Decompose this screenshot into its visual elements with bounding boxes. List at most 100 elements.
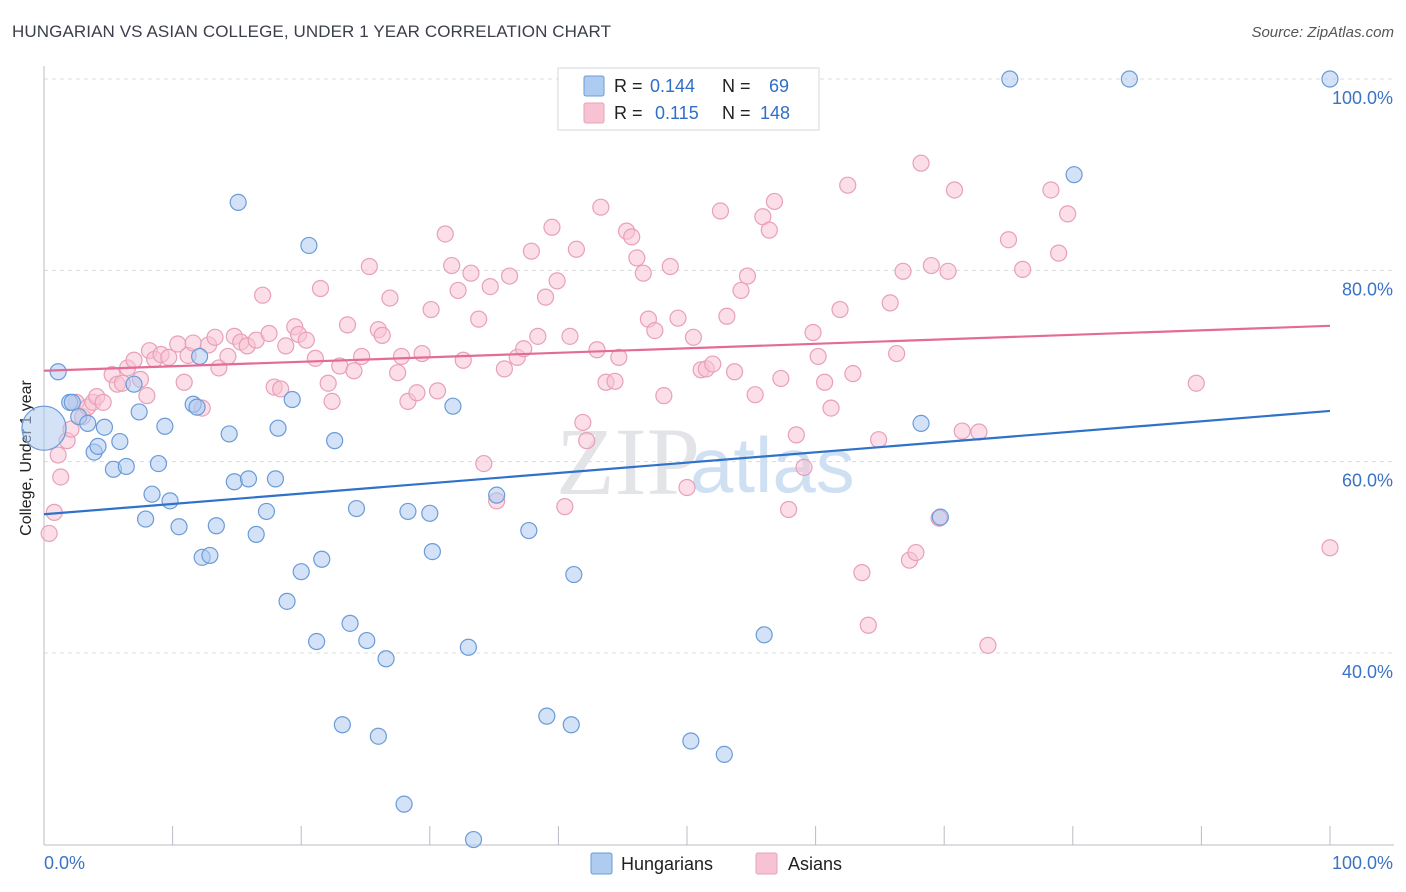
point-hungarians-18 [161,492,179,510]
point-hungarians-56 [538,707,556,725]
point-hungarians-17 [156,417,174,435]
point-hungarians-60 [715,745,733,764]
stats-r-label-asians: R = [614,103,643,123]
point-asians-134 [922,256,940,275]
point-hungarians-26 [220,425,238,443]
stats-n-label-asians: N = [722,103,751,123]
point-asians-24 [175,373,193,391]
point-asians-121 [822,399,840,417]
point-asians-61 [422,300,440,319]
point-asians-92 [623,228,641,246]
point-asians-70 [481,277,499,296]
point-asians-57 [392,347,411,366]
point-asians-37 [260,324,278,343]
source-label: Source: ZipAtlas.com [1251,24,1394,41]
series-asians-points [40,154,1339,654]
point-asians-132 [907,543,925,562]
point-asians-101 [684,328,703,346]
point-hungarians-54 [488,486,506,504]
point-asians-54 [373,326,391,344]
stats-n-value-asians: 148 [760,103,790,123]
point-hungarians-13 [130,403,148,421]
point-hungarians-35 [283,390,301,409]
point-asians-65 [449,281,467,300]
stats-swatch-hungarians [583,75,605,97]
point-hungarians-10 [111,432,129,451]
point-hungarians-53 [464,830,483,849]
point-hungarians-31 [257,502,276,521]
point-asians-137 [945,181,964,199]
point-asians-133 [912,154,930,172]
point-hungarians-14 [136,510,155,528]
legend-swatch-hungarians[interactable] [590,852,613,875]
point-hungarians-42 [341,614,359,632]
y-tick-label-0: 40.0% [1342,662,1393,682]
point-asians-112 [760,221,778,239]
point-asians-144 [1050,244,1068,262]
point-asians-72 [495,360,513,378]
point-asians-97 [655,387,673,405]
watermark: ZIP atlas [556,408,855,515]
point-asians-56 [389,364,407,382]
point-asians-140 [979,636,997,654]
stats-swatch-asians [583,102,605,124]
point-asians-55 [381,289,399,307]
point-hungarians-16 [149,454,168,473]
point-asians-90 [610,348,628,366]
point-hungarians-59 [682,732,700,750]
point-hungarians-47 [395,795,413,813]
legend-label-asians[interactable]: Asians [788,854,842,874]
point-asians-99 [669,309,687,327]
point-hungarians-27 [225,473,243,491]
point-asians-66 [454,351,472,369]
point-asians-115 [779,500,798,519]
point-hungarians-5 [79,414,97,432]
series-hungarians-points [21,70,1339,849]
point-asians-143 [1042,181,1060,199]
point-asians-79 [543,218,561,236]
point-hungarians-51 [444,397,462,415]
point-hungarians-67 [1321,70,1339,88]
point-hungarians-66 [1120,70,1138,88]
point-hungarians-34 [278,592,296,610]
legend-swatch-asians[interactable] [755,852,778,875]
point-asians-2 [49,446,67,464]
point-asians-59 [408,384,426,402]
point-asians-76 [522,242,540,260]
point-hungarians-25 [207,517,225,535]
y-tick-label-3: 100.0% [1332,88,1393,108]
point-asians-125 [853,564,871,582]
point-asians-96 [646,322,664,340]
point-hungarians-55 [520,521,538,540]
point-asians-129 [888,344,906,363]
point-asians-63 [436,225,454,243]
point-asians-87 [592,198,610,216]
point-hungarians-33 [269,419,287,437]
point-asians-67 [462,264,480,282]
point-asians-126 [859,616,877,634]
point-asians-136 [939,262,957,280]
point-asians-81 [556,498,574,516]
point-asians-145 [1059,205,1077,223]
point-asians-43 [297,331,315,349]
point-asians-29 [206,328,224,346]
point-asians-107 [725,363,744,381]
chart-title: HUNGARIAN VS ASIAN COLLEGE, UNDER 1 YEAR… [12,22,612,41]
point-asians-124 [844,365,862,383]
point-hungarians-64 [1001,70,1019,88]
point-asians-18 [138,387,156,405]
stats-r-value-asians: 0.115 [655,103,699,123]
point-hungarians-15 [143,485,161,503]
point-hungarians-7 [89,437,107,455]
point-hungarians-63 [931,508,949,526]
legend-label-hungarians[interactable]: Hungarians [621,854,713,874]
point-asians-118 [804,323,822,342]
x-tick-label-min: 0.0% [44,853,85,873]
point-asians-116 [787,426,805,444]
point-asians-68 [470,310,488,328]
point-asians-100 [678,478,696,497]
point-hungarians-24 [201,546,219,565]
point-asians-104 [704,355,722,373]
x-tick-label-max: 100.0% [1332,853,1393,873]
